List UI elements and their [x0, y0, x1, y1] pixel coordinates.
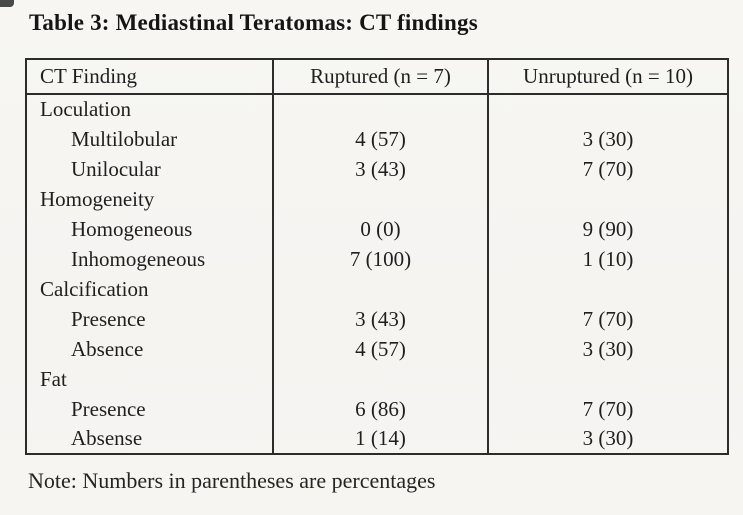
unruptured-value: 7 (70): [487, 394, 728, 424]
unruptured-value: 3 (30): [487, 334, 728, 364]
row-label: Homogeneous: [71, 216, 193, 241]
table-row: Inhomogeneous 7 (100) 1 (10): [26, 244, 728, 274]
unruptured-value: 9 (90): [487, 214, 728, 244]
group-row: Fat: [26, 364, 728, 394]
ruptured-value: 3 (43): [272, 304, 488, 334]
row-label: Presence: [71, 306, 146, 331]
unruptured-value: [487, 94, 728, 124]
table-row: Absense 1 (14) 3 (30): [26, 424, 728, 454]
unruptured-value: [487, 274, 728, 304]
header-row: CT Finding Ruptured (n = 7) Unruptured (…: [26, 59, 728, 95]
table-title: Table 3: Mediastinal Teratomas: CT findi…: [29, 10, 478, 35]
row-label: Absence: [71, 336, 144, 361]
ruptured-value: 3 (43): [272, 154, 488, 184]
table-row: Absence 4 (57) 3 (30): [26, 334, 728, 364]
table-row: Presence 6 (86) 7 (70): [26, 394, 728, 424]
unruptured-value: [487, 364, 728, 394]
row-label: Calcification: [40, 276, 149, 301]
ruptured-value: 4 (57): [272, 124, 488, 154]
ruptured-value: [272, 274, 488, 304]
column-header-ruptured: Ruptured (n = 7): [272, 59, 488, 95]
column-header-unruptured: Unruptured (n = 10): [487, 59, 728, 95]
row-label: Inhomogeneous: [71, 246, 206, 271]
row-label: Multilobular: [71, 126, 178, 151]
column-header-ct-finding: CT Finding: [26, 59, 273, 95]
unruptured-value: 7 (70): [487, 304, 728, 334]
unruptured-value: 3 (30): [487, 124, 728, 154]
unruptured-value: 7 (70): [487, 154, 728, 184]
table-note: Note: Numbers in parentheses are percent…: [28, 468, 436, 493]
ct-findings-table: CT Finding Ruptured (n = 7) Unruptured (…: [25, 58, 729, 455]
unruptured-value: [487, 184, 728, 214]
ruptured-value: [272, 364, 488, 394]
group-row: Calcification: [26, 274, 728, 304]
row-label: Loculation: [40, 97, 131, 121]
ruptured-value: 1 (14): [272, 424, 488, 454]
table-row: Presence 3 (43) 7 (70): [26, 304, 728, 334]
ruptured-value: [272, 94, 488, 124]
row-label: Fat: [40, 366, 67, 391]
table-row: Unilocular 3 (43) 7 (70): [26, 154, 728, 184]
ruptured-value: 6 (86): [272, 394, 488, 424]
row-label: Homogeneity: [40, 186, 155, 211]
row-label: Unilocular: [71, 156, 161, 181]
row-label: Absense: [71, 426, 143, 450]
unruptured-value: 1 (10): [487, 244, 728, 274]
ruptured-value: 7 (100): [272, 244, 488, 274]
group-row: Loculation: [26, 94, 728, 124]
ruptured-value: 4 (57): [272, 334, 488, 364]
ruptured-value: [272, 184, 488, 214]
row-label: Presence: [71, 396, 146, 421]
ruptured-value: 0 (0): [272, 214, 488, 244]
table-row: Multilobular 4 (57) 3 (30): [26, 124, 728, 154]
table-row: Homogeneous 0 (0) 9 (90): [26, 214, 728, 244]
unruptured-value: 3 (30): [487, 424, 728, 454]
scan-artifact: [0, 0, 14, 7]
group-row: Homogeneity: [26, 184, 728, 214]
